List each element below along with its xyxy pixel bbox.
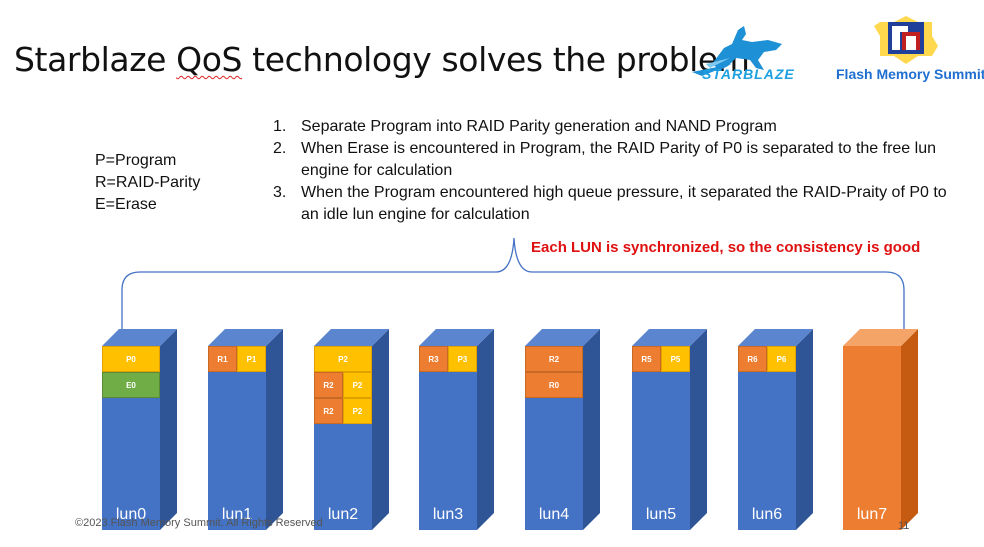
lun-side-face <box>690 329 707 530</box>
step-text: When the Program encountered high queue … <box>301 184 947 223</box>
lun-cell: R0 <box>525 372 583 398</box>
lun-side-face <box>477 329 494 530</box>
lun-cell: P1 <box>237 346 266 372</box>
lun-cell: P2 <box>343 372 372 398</box>
lun-cell: R2 <box>525 346 583 372</box>
starblaze-logo: STARBLAZE <box>672 20 812 86</box>
lun-shape <box>525 329 600 530</box>
step-number: 1. <box>273 118 287 135</box>
lun-front-face <box>632 346 690 530</box>
slide-title: Starblaze QoS technology solves the prob… <box>14 40 750 79</box>
lun-front-face <box>738 346 796 530</box>
lun-top-face <box>738 329 813 346</box>
step-number: 2. <box>273 140 287 157</box>
consistency-note: Each LUN is synchronized, so the consist… <box>531 239 921 256</box>
lun-3: R3 P3 lun3 <box>419 329 494 530</box>
lun-side-face <box>796 329 813 530</box>
lun-5: R5 P5 lun5 <box>632 329 707 530</box>
lun-shape <box>208 329 283 530</box>
lun-top-face <box>102 329 177 346</box>
lun-label: lun3 <box>432 506 464 523</box>
lun-side-face <box>266 329 283 530</box>
lun-label: lun2 <box>327 506 359 523</box>
step-text: Separate Program into RAID Parity genera… <box>301 118 777 135</box>
lun-4: R2 R0 lun4 <box>525 329 600 530</box>
footer-copyright: ©2023 Flash Memory Summit. All Rights Re… <box>75 517 323 529</box>
lun-top-face <box>632 329 707 346</box>
fms-logo: Flash Memory Summit <box>836 14 984 88</box>
lun-2: P2 R2 P2 R2 P2 lun2 <box>314 329 389 530</box>
lun-cell: P0 <box>102 346 160 372</box>
step-number: 3. <box>273 184 287 201</box>
legend-erase: E=Erase <box>95 196 157 213</box>
title-part3: technology solves the problem <box>242 40 750 79</box>
lun-label: lun7 <box>856 506 888 523</box>
lun-cell: R2 <box>314 372 343 398</box>
lun-cell: E0 <box>102 372 160 398</box>
fms-logo-text: Flash Memory Summit <box>836 66 984 82</box>
lun-cell: R3 <box>419 346 448 372</box>
title-part2: QoS <box>176 40 243 79</box>
lun-side-face <box>901 329 918 530</box>
lun-label: lun0 <box>115 506 147 523</box>
lun-cell: R5 <box>632 346 661 372</box>
lun-cell: P2 <box>314 346 372 372</box>
lun-front-face <box>419 346 477 530</box>
steps-list: 1. Separate Program into RAID Parity gene… <box>273 116 953 226</box>
lun-shape <box>738 329 813 530</box>
lun-cell: R6 <box>738 346 767 372</box>
lun-shape <box>419 329 494 530</box>
horse-icon <box>692 26 782 76</box>
lun-front-face <box>843 346 901 530</box>
legend-program: P=Program <box>95 152 177 169</box>
step-item: 3. When the Program encountered high queu… <box>273 182 953 226</box>
lun-label: lun1 <box>221 506 253 523</box>
step-item: 2. When Erase is encountered in Program, … <box>273 138 953 182</box>
lun-side-face <box>372 329 389 530</box>
lun-top-face <box>843 329 918 346</box>
lun-1: R1 P1 lun1 <box>208 329 283 530</box>
lun-label: lun6 <box>751 506 783 523</box>
lun-cell: P2 <box>343 398 372 424</box>
step-text: When Erase is encountered in Program, th… <box>301 140 936 179</box>
lun-label: lun5 <box>645 506 677 523</box>
lun-top-face <box>525 329 600 346</box>
legend: P=Program R=RAID-Parity E=Erase <box>95 150 200 216</box>
lun-cell: R2 <box>314 398 343 424</box>
lun-cell: P3 <box>448 346 477 372</box>
lun-label: lun4 <box>538 506 570 523</box>
lun-cell: R1 <box>208 346 237 372</box>
lun-shape <box>843 329 918 530</box>
lun-cell: P5 <box>661 346 690 372</box>
lun-top-face <box>208 329 283 346</box>
lun-7: lun7 <box>843 329 918 530</box>
fms-emblem-icon <box>874 16 938 64</box>
title-part1: Starblaze <box>14 40 177 79</box>
legend-raid-parity: R=RAID-Parity <box>95 174 201 191</box>
lun-front-face <box>208 346 266 530</box>
lun-side-face <box>160 329 177 530</box>
lun-cell: P6 <box>767 346 796 372</box>
lun-shape <box>632 329 707 530</box>
step-item: 1. Separate Program into RAID Parity gene… <box>273 116 953 138</box>
starblaze-logo-text: STARBLAZE <box>702 66 795 82</box>
lun-top-face <box>314 329 389 346</box>
lun-side-face <box>583 329 600 530</box>
lun-6: R6 P6 lun6 <box>738 329 813 530</box>
lun-0: P0 E0 lun0 <box>102 329 177 530</box>
lun-top-face <box>419 329 494 346</box>
page-number: 11 <box>898 520 910 532</box>
